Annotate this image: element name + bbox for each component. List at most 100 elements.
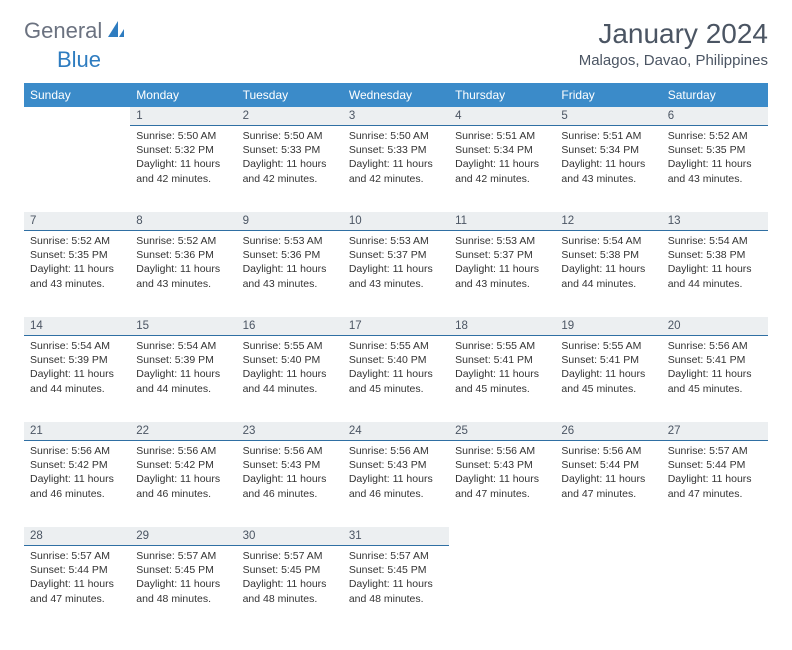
day-number-cell: 10 (343, 212, 449, 231)
day-cell: Sunrise: 5:56 AMSunset: 5:43 PMDaylight:… (343, 441, 449, 528)
day-number-cell: 19 (555, 317, 661, 336)
day-cell: Sunrise: 5:54 AMSunset: 5:38 PMDaylight:… (555, 231, 661, 318)
day-cell: Sunrise: 5:50 AMSunset: 5:33 PMDaylight:… (237, 126, 343, 213)
day-details: Sunrise: 5:52 AMSunset: 5:35 PMDaylight:… (24, 231, 130, 297)
month-title: January 2024 (579, 18, 768, 50)
day-details: Sunrise: 5:52 AMSunset: 5:36 PMDaylight:… (130, 231, 236, 297)
day-cell: Sunrise: 5:50 AMSunset: 5:32 PMDaylight:… (130, 126, 236, 213)
day-details: Sunrise: 5:56 AMSunset: 5:41 PMDaylight:… (662, 336, 768, 402)
day-number-cell: 11 (449, 212, 555, 231)
day-cell: Sunrise: 5:57 AMSunset: 5:45 PMDaylight:… (237, 546, 343, 633)
day-details: Sunrise: 5:56 AMSunset: 5:42 PMDaylight:… (24, 441, 130, 507)
day-number-cell: 27 (662, 422, 768, 441)
day-cell: Sunrise: 5:56 AMSunset: 5:41 PMDaylight:… (662, 336, 768, 423)
day-body-row: Sunrise: 5:57 AMSunset: 5:44 PMDaylight:… (24, 546, 768, 633)
day-number-cell: 3 (343, 107, 449, 126)
day-details: Sunrise: 5:55 AMSunset: 5:40 PMDaylight:… (343, 336, 449, 402)
weekday-header-row: SundayMondayTuesdayWednesdayThursdayFrid… (24, 83, 768, 107)
day-cell (449, 546, 555, 633)
day-details: Sunrise: 5:53 AMSunset: 5:37 PMDaylight:… (449, 231, 555, 297)
day-cell: Sunrise: 5:55 AMSunset: 5:40 PMDaylight:… (237, 336, 343, 423)
day-cell: Sunrise: 5:57 AMSunset: 5:44 PMDaylight:… (662, 441, 768, 528)
day-number-cell: 22 (130, 422, 236, 441)
weekday-header: Monday (130, 83, 236, 107)
day-details: Sunrise: 5:53 AMSunset: 5:37 PMDaylight:… (343, 231, 449, 297)
day-number-row: 78910111213 (24, 212, 768, 231)
location: Malagos, Davao, Philippines (579, 52, 768, 69)
day-cell: Sunrise: 5:56 AMSunset: 5:43 PMDaylight:… (237, 441, 343, 528)
day-details: Sunrise: 5:56 AMSunset: 5:43 PMDaylight:… (237, 441, 343, 507)
day-cell (24, 126, 130, 213)
day-body-row: Sunrise: 5:52 AMSunset: 5:35 PMDaylight:… (24, 231, 768, 318)
day-number-cell: 4 (449, 107, 555, 126)
day-cell: Sunrise: 5:53 AMSunset: 5:36 PMDaylight:… (237, 231, 343, 318)
day-details: Sunrise: 5:52 AMSunset: 5:35 PMDaylight:… (662, 126, 768, 192)
day-number-cell: 21 (24, 422, 130, 441)
day-number-cell: 5 (555, 107, 661, 126)
day-number-cell: 14 (24, 317, 130, 336)
day-number-cell: 1 (130, 107, 236, 126)
day-number-cell: 30 (237, 527, 343, 546)
weekday-header: Wednesday (343, 83, 449, 107)
day-cell: Sunrise: 5:52 AMSunset: 5:35 PMDaylight:… (24, 231, 130, 318)
day-number-row: 28293031 (24, 527, 768, 546)
weekday-header: Sunday (24, 83, 130, 107)
day-cell: Sunrise: 5:56 AMSunset: 5:44 PMDaylight:… (555, 441, 661, 528)
day-body-row: Sunrise: 5:50 AMSunset: 5:32 PMDaylight:… (24, 126, 768, 213)
day-number-cell: 26 (555, 422, 661, 441)
day-details: Sunrise: 5:54 AMSunset: 5:38 PMDaylight:… (555, 231, 661, 297)
day-number-cell: 2 (237, 107, 343, 126)
day-details: Sunrise: 5:57 AMSunset: 5:45 PMDaylight:… (130, 546, 236, 612)
day-details: Sunrise: 5:50 AMSunset: 5:33 PMDaylight:… (237, 126, 343, 192)
day-details: Sunrise: 5:54 AMSunset: 5:39 PMDaylight:… (130, 336, 236, 402)
brand-part2: Blue (57, 47, 101, 72)
day-cell: Sunrise: 5:56 AMSunset: 5:42 PMDaylight:… (24, 441, 130, 528)
day-cell: Sunrise: 5:55 AMSunset: 5:40 PMDaylight:… (343, 336, 449, 423)
day-details: Sunrise: 5:54 AMSunset: 5:39 PMDaylight:… (24, 336, 130, 402)
day-number-cell: 29 (130, 527, 236, 546)
day-cell: Sunrise: 5:52 AMSunset: 5:35 PMDaylight:… (662, 126, 768, 213)
day-details: Sunrise: 5:51 AMSunset: 5:34 PMDaylight:… (449, 126, 555, 192)
day-number-cell (662, 527, 768, 546)
day-number-cell: 9 (237, 212, 343, 231)
day-number-cell: 28 (24, 527, 130, 546)
day-details: Sunrise: 5:54 AMSunset: 5:38 PMDaylight:… (662, 231, 768, 297)
day-details: Sunrise: 5:56 AMSunset: 5:44 PMDaylight:… (555, 441, 661, 507)
day-number-cell (449, 527, 555, 546)
day-details: Sunrise: 5:56 AMSunset: 5:43 PMDaylight:… (449, 441, 555, 507)
brand-logo: General (24, 18, 128, 44)
day-cell: Sunrise: 5:57 AMSunset: 5:45 PMDaylight:… (130, 546, 236, 633)
day-cell: Sunrise: 5:56 AMSunset: 5:43 PMDaylight:… (449, 441, 555, 528)
day-cell: Sunrise: 5:54 AMSunset: 5:38 PMDaylight:… (662, 231, 768, 318)
day-details: Sunrise: 5:55 AMSunset: 5:40 PMDaylight:… (237, 336, 343, 402)
day-details: Sunrise: 5:50 AMSunset: 5:32 PMDaylight:… (130, 126, 236, 192)
day-number-cell (555, 527, 661, 546)
day-details: Sunrise: 5:57 AMSunset: 5:44 PMDaylight:… (662, 441, 768, 507)
day-number-cell (24, 107, 130, 126)
day-number-cell: 24 (343, 422, 449, 441)
day-cell: Sunrise: 5:54 AMSunset: 5:39 PMDaylight:… (130, 336, 236, 423)
day-number-row: 14151617181920 (24, 317, 768, 336)
day-cell: Sunrise: 5:51 AMSunset: 5:34 PMDaylight:… (555, 126, 661, 213)
day-number-row: 123456 (24, 107, 768, 126)
day-cell: Sunrise: 5:53 AMSunset: 5:37 PMDaylight:… (449, 231, 555, 318)
day-number-cell: 8 (130, 212, 236, 231)
weekday-header: Tuesday (237, 83, 343, 107)
weekday-header: Saturday (662, 83, 768, 107)
day-cell: Sunrise: 5:57 AMSunset: 5:45 PMDaylight:… (343, 546, 449, 633)
day-cell (662, 546, 768, 633)
day-cell: Sunrise: 5:50 AMSunset: 5:33 PMDaylight:… (343, 126, 449, 213)
day-details: Sunrise: 5:56 AMSunset: 5:43 PMDaylight:… (343, 441, 449, 507)
day-cell: Sunrise: 5:54 AMSunset: 5:39 PMDaylight:… (24, 336, 130, 423)
day-cell: Sunrise: 5:51 AMSunset: 5:34 PMDaylight:… (449, 126, 555, 213)
calendar-table: SundayMondayTuesdayWednesdayThursdayFrid… (24, 83, 768, 632)
sail-icon (106, 19, 126, 44)
day-cell: Sunrise: 5:55 AMSunset: 5:41 PMDaylight:… (449, 336, 555, 423)
weekday-header: Thursday (449, 83, 555, 107)
day-number-row: 21222324252627 (24, 422, 768, 441)
day-body-row: Sunrise: 5:56 AMSunset: 5:42 PMDaylight:… (24, 441, 768, 528)
day-cell: Sunrise: 5:55 AMSunset: 5:41 PMDaylight:… (555, 336, 661, 423)
day-number-cell: 16 (237, 317, 343, 336)
day-number-cell: 31 (343, 527, 449, 546)
day-details: Sunrise: 5:57 AMSunset: 5:45 PMDaylight:… (237, 546, 343, 612)
